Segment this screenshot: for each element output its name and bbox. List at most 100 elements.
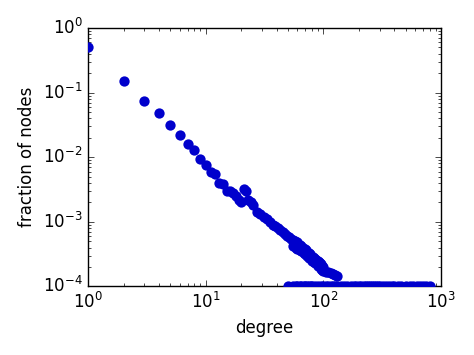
Point	[410, 284, 417, 289]
Point	[120, 78, 128, 84]
Point	[285, 234, 293, 240]
Point	[298, 284, 305, 289]
Point	[216, 180, 223, 186]
Point	[247, 200, 255, 205]
Point	[362, 284, 370, 289]
Point	[312, 257, 320, 262]
Point	[366, 284, 374, 289]
Point	[301, 284, 309, 289]
Point	[350, 284, 357, 289]
Point	[423, 284, 430, 289]
Point	[306, 251, 314, 257]
Point	[289, 243, 297, 249]
Point	[277, 227, 284, 233]
Point	[240, 186, 247, 192]
Point	[325, 269, 332, 275]
Point	[317, 266, 325, 272]
Point	[370, 284, 378, 289]
Point	[298, 243, 305, 249]
Point	[327, 284, 335, 289]
Point	[318, 263, 326, 268]
Point	[263, 216, 271, 222]
Point	[289, 284, 297, 289]
Point	[293, 246, 301, 252]
Point	[249, 202, 256, 208]
Point	[329, 284, 337, 289]
Point	[314, 258, 321, 263]
Point	[292, 284, 300, 289]
Point	[316, 264, 324, 270]
Point	[300, 284, 308, 289]
Point	[304, 253, 311, 258]
Point	[311, 260, 319, 266]
Point	[279, 229, 286, 235]
Point	[391, 284, 398, 289]
Point	[376, 284, 383, 289]
Point	[293, 240, 301, 245]
Point	[325, 284, 332, 289]
Point	[319, 284, 327, 289]
Point	[413, 284, 420, 289]
Point	[305, 284, 312, 289]
Point	[304, 249, 311, 255]
Point	[315, 259, 322, 265]
Point	[319, 268, 327, 274]
Point	[284, 284, 292, 289]
Point	[197, 156, 204, 162]
Point	[235, 197, 243, 203]
Point	[281, 231, 289, 237]
Point	[176, 132, 183, 138]
Point	[304, 284, 311, 289]
Point	[368, 284, 376, 289]
Point	[299, 245, 307, 250]
Point	[319, 267, 326, 273]
Point	[300, 250, 308, 256]
Point	[289, 237, 297, 243]
Point	[167, 122, 174, 127]
Point	[379, 284, 387, 289]
Point	[237, 200, 245, 205]
Point	[310, 259, 318, 265]
Point	[313, 261, 321, 267]
Point	[310, 255, 318, 260]
Point	[184, 141, 191, 147]
Point	[319, 264, 327, 270]
Point	[307, 284, 315, 289]
Point	[322, 269, 330, 274]
Point	[331, 284, 339, 289]
Point	[260, 214, 267, 219]
Point	[84, 45, 92, 50]
Point	[333, 273, 341, 279]
Point	[372, 284, 380, 289]
Point	[232, 193, 240, 199]
Point	[365, 284, 372, 289]
Point	[293, 284, 301, 289]
Point	[191, 147, 198, 153]
Point	[314, 263, 322, 268]
Point	[226, 188, 234, 194]
Point	[333, 284, 341, 289]
Point	[301, 246, 308, 252]
Point	[245, 197, 252, 203]
Point	[141, 98, 148, 104]
Point	[327, 271, 335, 276]
Point	[322, 284, 330, 289]
Point	[329, 271, 337, 277]
Point	[207, 169, 215, 174]
Point	[269, 222, 276, 228]
Point	[406, 284, 413, 289]
Point	[347, 284, 355, 289]
Point	[266, 219, 273, 225]
Point	[394, 284, 402, 289]
Point	[219, 181, 227, 187]
Point	[296, 242, 304, 248]
Point	[398, 284, 405, 289]
Point	[307, 256, 315, 261]
Point	[283, 233, 291, 239]
Point	[317, 261, 325, 267]
Point	[353, 284, 360, 289]
Point	[298, 248, 305, 254]
Point	[340, 284, 348, 289]
Point	[316, 260, 324, 266]
Point	[291, 239, 299, 244]
